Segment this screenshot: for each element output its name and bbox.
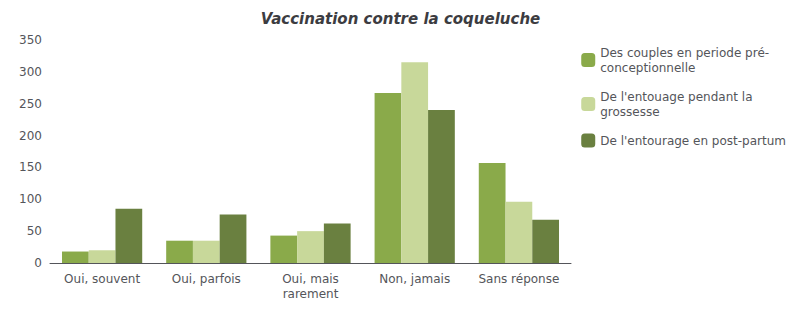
svg-text:100: 100 bbox=[19, 192, 42, 206]
svg-text:150: 150 bbox=[19, 160, 42, 174]
svg-text:Sans réponse: Sans réponse bbox=[478, 272, 559, 286]
svg-text:50: 50 bbox=[27, 224, 42, 238]
svg-text:conceptionnelle: conceptionnelle bbox=[600, 61, 695, 75]
svg-text:De l'entourage en post-partum: De l'entourage en post-partum bbox=[600, 134, 786, 148]
svg-text:0: 0 bbox=[34, 256, 42, 270]
svg-text:De l'entouage pendant la: De l'entouage pendant la bbox=[600, 90, 752, 104]
svg-text:rarement: rarement bbox=[283, 287, 339, 301]
svg-text:Oui, souvent: Oui, souvent bbox=[64, 272, 140, 286]
svg-text:300: 300 bbox=[19, 65, 42, 79]
svg-text:Oui, mais: Oui, mais bbox=[282, 272, 339, 286]
svg-text:Des couples en periode pré-: Des couples en periode pré- bbox=[600, 46, 769, 60]
svg-text:350: 350 bbox=[19, 33, 42, 47]
svg-text:250: 250 bbox=[19, 97, 42, 111]
svg-text:Vaccination contre la coqueluc: Vaccination contre la coqueluche bbox=[261, 10, 541, 28]
svg-text:grossesse: grossesse bbox=[600, 105, 659, 119]
svg-text:Non, jamais: Non, jamais bbox=[379, 272, 450, 286]
svg-text:200: 200 bbox=[19, 129, 42, 143]
svg-text:Oui, parfois: Oui, parfois bbox=[172, 272, 241, 286]
